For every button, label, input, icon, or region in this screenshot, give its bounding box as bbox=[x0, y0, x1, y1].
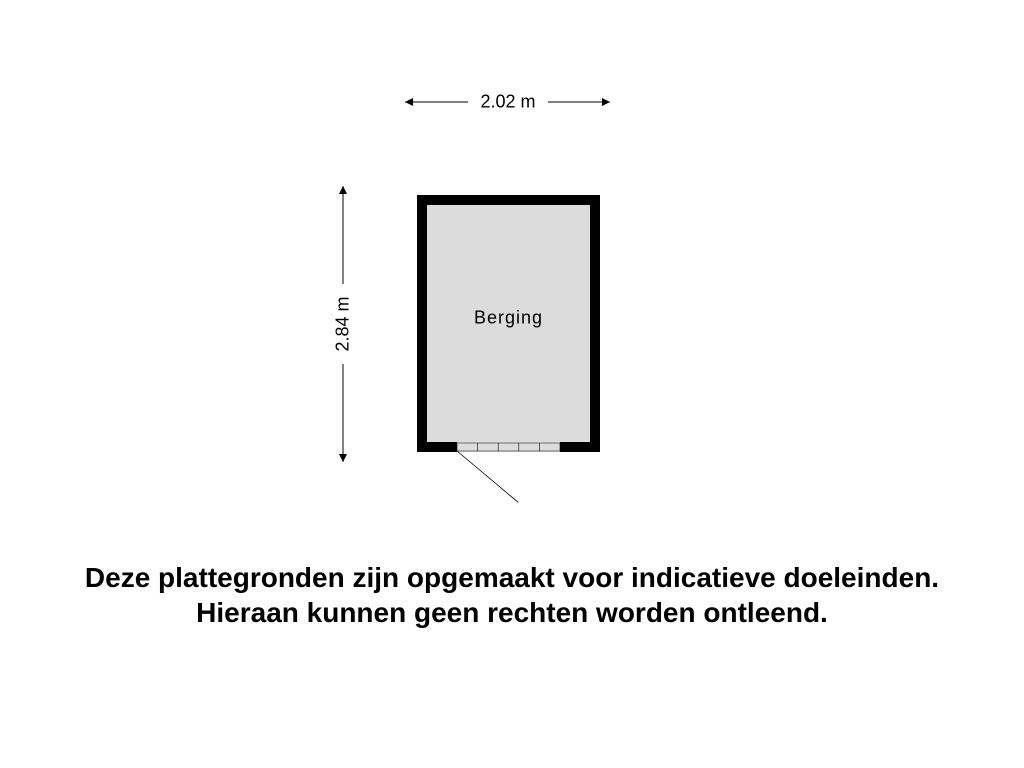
room-label: Berging bbox=[474, 308, 543, 329]
floorplan-canvas: Berging 2.02 m 2.84 m Deze plattegronden… bbox=[0, 0, 1024, 768]
dimension-height-label: 2.84 m bbox=[333, 296, 354, 351]
door-swing bbox=[455, 441, 562, 535]
disclaimer-line2: Hieraan kunnen geen rechten worden ontle… bbox=[196, 597, 828, 628]
disclaimer-line1: Deze plattegronden zijn opgemaakt voor i… bbox=[85, 562, 939, 593]
dimension-width-label: 2.02 m bbox=[480, 92, 535, 113]
disclaimer-text: Deze plattegronden zijn opgemaakt voor i… bbox=[0, 560, 1024, 630]
